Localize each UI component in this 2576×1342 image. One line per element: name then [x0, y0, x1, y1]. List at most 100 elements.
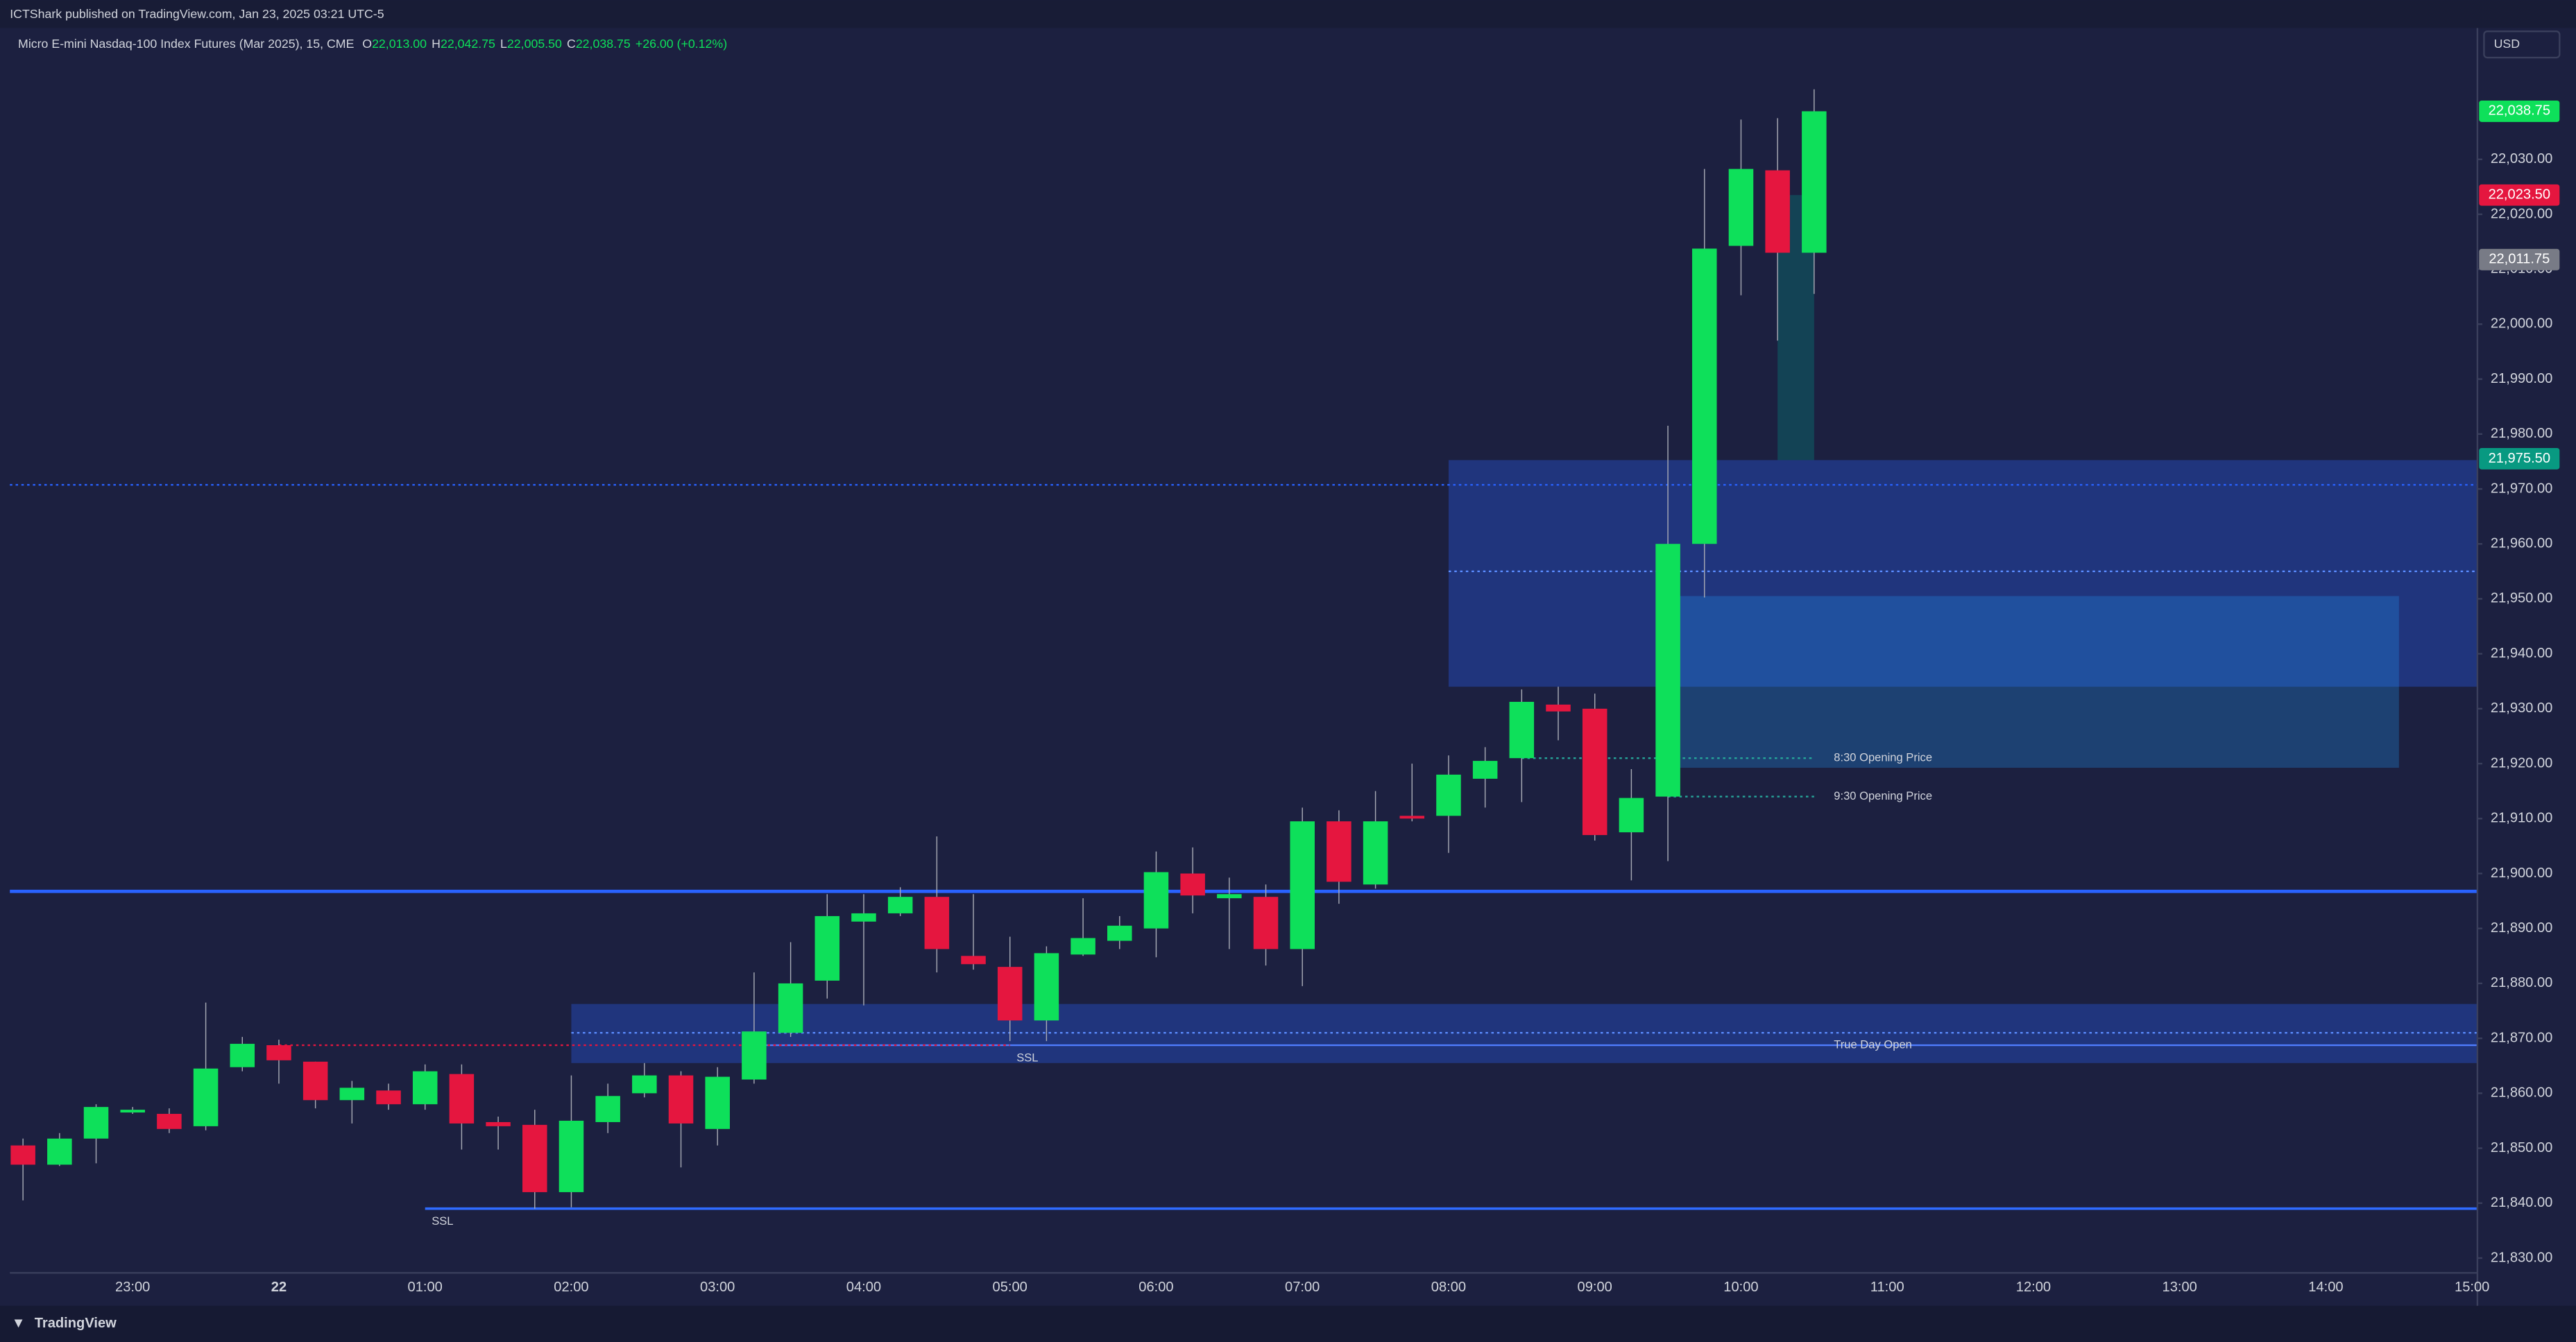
candle-body	[1217, 894, 1242, 899]
candle-body	[522, 1124, 547, 1192]
candle-body	[1655, 544, 1680, 797]
x-tick-label: 01:00	[408, 1280, 443, 1295]
ohlc-value: 22,013.00	[372, 37, 427, 51]
candle-body	[83, 1107, 109, 1139]
candle-body	[668, 1075, 694, 1124]
level-label: 8:30 Opening Price	[1834, 751, 1932, 764]
candle-body	[1546, 704, 1571, 712]
ohlc-key: O	[362, 37, 372, 51]
price-tag	[2479, 448, 2560, 470]
price-tag-label: 22,023.50	[2489, 187, 2550, 203]
candle-body	[1765, 170, 1790, 253]
candle-body	[632, 1075, 657, 1094]
x-tick-label: 14:00	[2308, 1280, 2343, 1295]
candle-body	[47, 1138, 72, 1165]
y-tick-label: 21,920.00	[2491, 755, 2552, 771]
y-tick-label: 21,890.00	[2491, 920, 2552, 936]
x-tick-label: 12:00	[2016, 1280, 2051, 1295]
candle-body	[595, 1096, 620, 1122]
ohlc-value: 22,005.50	[507, 37, 562, 51]
brand: TradingView	[35, 1316, 117, 1331]
candle-body	[1399, 816, 1425, 819]
y-tick-label: 21,950.00	[2491, 591, 2552, 606]
candle-body	[742, 1031, 767, 1080]
ohlc-key: L	[500, 37, 507, 51]
x-tick-label: 04:00	[846, 1280, 881, 1295]
candle-body	[302, 1061, 328, 1101]
y-tick-label: 21,860.00	[2491, 1085, 2552, 1101]
ohlc-value: 22,042.75	[441, 37, 495, 51]
level-label: True Day Open	[1834, 1038, 1912, 1051]
currency: USD	[2494, 37, 2520, 51]
symbol-title: Micro E-mini Nasdaq-100 Index Futures (M…	[18, 37, 355, 51]
price-tag-label: 21,975.50	[2489, 451, 2550, 466]
y-tick-label: 21,850.00	[2491, 1140, 2552, 1155]
y-tick-label: 21,900.00	[2491, 866, 2552, 881]
candle-body	[705, 1076, 730, 1129]
candle-body	[120, 1110, 145, 1113]
price-tag	[2479, 248, 2560, 270]
level-label: SSL	[432, 1214, 453, 1228]
y-tick-label: 21,870.00	[2491, 1030, 2552, 1045]
candle-body	[1071, 938, 1095, 955]
candle-body	[1107, 925, 1132, 941]
candle-body	[1509, 701, 1535, 759]
ohlc-key: H	[432, 37, 441, 51]
y-tick-label: 21,940.00	[2491, 646, 2552, 661]
ohlc-value: 22,038.75	[576, 37, 631, 51]
candle-body	[924, 897, 950, 949]
zone	[1448, 460, 2477, 687]
x-tick-label: 03:00	[700, 1280, 735, 1295]
zone	[571, 1004, 2477, 1063]
candle-body	[1143, 872, 1169, 929]
x-tick-label: 23:00	[115, 1280, 150, 1295]
candle-body	[1619, 798, 1644, 833]
candle-body	[412, 1071, 438, 1105]
x-tick-label: 05:00	[993, 1280, 1027, 1295]
change: +26.00 (+0.12%)	[636, 37, 727, 51]
candle-body	[10, 1145, 35, 1165]
candle-body	[486, 1121, 511, 1126]
symbol-legend: Micro E-mini Nasdaq-100 Index Futures (M…	[18, 37, 727, 51]
zone	[1668, 596, 2399, 768]
candle-body	[376, 1090, 401, 1105]
y-tick-label: 21,910.00	[2491, 811, 2552, 826]
price-tag	[2479, 184, 2560, 206]
price-tag-label: 22,038.75	[2489, 103, 2550, 119]
candle-body	[814, 915, 840, 981]
x-tick-label: 15:00	[2455, 1280, 2489, 1295]
candle-body	[1180, 873, 1205, 896]
y-tick-label: 22,030.00	[2491, 151, 2552, 166]
y-tick-label: 21,880.00	[2491, 975, 2552, 990]
y-tick-label: 21,960.00	[2491, 536, 2552, 551]
candle-body	[1436, 774, 1461, 816]
candle-body	[1472, 761, 1498, 779]
candle-body	[851, 913, 876, 922]
candle-body	[1253, 897, 1279, 949]
x-tick-label: 13:00	[2163, 1280, 2197, 1295]
candle-body	[1363, 821, 1388, 885]
price-tag	[2479, 101, 2560, 122]
x-tick-label: 22	[271, 1280, 287, 1295]
y-tick-label: 21,930.00	[2491, 700, 2552, 716]
y-tick-label: 21,970.00	[2491, 481, 2552, 496]
x-tick-label: 02:00	[554, 1280, 588, 1295]
level-label: 9:30 Opening Price	[1834, 789, 1932, 802]
y-tick-label: 21,990.00	[2491, 371, 2552, 386]
candle-body	[997, 967, 1023, 1021]
y-tick-label: 21,830.00	[2491, 1250, 2552, 1265]
candle-body	[157, 1114, 182, 1129]
y-tick-label: 21,840.00	[2491, 1195, 2552, 1210]
candle-body	[961, 956, 986, 965]
plot-area: True Day Open SSL SSL 8:30 Opening Price 9:3…	[10, 89, 2477, 1228]
x-tick-label: 07:00	[1285, 1280, 1320, 1295]
candle-body	[1802, 111, 1827, 253]
candle-body	[1692, 248, 1717, 544]
level-label: SSL	[1016, 1051, 1038, 1064]
top-bar	[0, 0, 2576, 28]
candle-body	[266, 1045, 291, 1060]
candle-body	[193, 1068, 219, 1126]
candle-body	[778, 983, 803, 1033]
